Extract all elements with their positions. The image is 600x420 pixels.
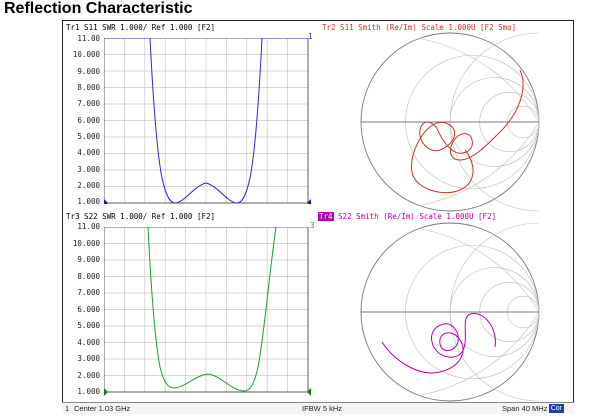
tr3-header[interactable]: Tr3 S22 SWR 1.000/ Ref 1.000 [F2] — [66, 212, 216, 221]
tr4-smith-grid — [360, 222, 540, 402]
status-bar: 1 Center 1.03 GHz IFBW 5 kHz Span 40 MHz… — [62, 402, 574, 414]
tr1-tick-9: 2.000 — [77, 181, 100, 190]
tr3-channel-marker: 3 — [310, 221, 315, 230]
tr3-tick-10: 1.000 — [77, 387, 100, 396]
tr3-tick-7: 4.000 — [77, 338, 100, 347]
page-title: Reflection Characteristic — [4, 0, 193, 17]
tr2-header[interactable]: Tr2 S11 Smith (Re/Im) Scale 1.000U [F2 S… — [322, 23, 517, 32]
tr3-tick-1: 10.000 — [72, 239, 100, 248]
tr1-tick-2: 9.000 — [77, 67, 100, 76]
status-cor-badge[interactable]: Cor — [548, 404, 564, 413]
tr3-gridlines — [104, 227, 308, 392]
tr1-channel-marker: 1 — [308, 32, 313, 41]
tr1-tick-8: 3.000 — [77, 165, 100, 174]
tr1-tick-7: 4.000 — [77, 148, 100, 157]
status-ifbw[interactable]: IFBW 5 kHz — [302, 404, 343, 413]
tr3-tick-6: 5.000 — [77, 321, 100, 330]
tr2-trace — [411, 69, 524, 194]
tr3-tick-2: 9.000 — [77, 255, 100, 264]
tr3-tick-3: 8.000 — [77, 272, 100, 281]
tr1-tick-1: 10.000 — [72, 50, 100, 59]
tr4-smith-chart[interactable] — [360, 222, 540, 402]
tr1-tick-10: 1.000 — [77, 197, 100, 206]
tr1-ref-marker-left[interactable] — [104, 199, 108, 204]
tr1-tick-5: 6.000 — [77, 116, 100, 125]
tr1-header[interactable]: Tr1 S11 SWR 1.000/ Ref 1.000 [F2] — [66, 23, 216, 32]
tr3-tick-0: 11.00 — [77, 222, 100, 231]
tr4-header[interactable]: Tr4 S22 Smith (Re/Im) Scale 1.000U [F2] — [318, 212, 496, 221]
status-channel: 1 — [65, 404, 70, 413]
tr4-header-label: S22 Smith (Re/Im) Scale 1.000U [F2] — [333, 212, 497, 221]
tr3-ref-marker-right[interactable] — [307, 388, 311, 396]
status-center[interactable]: Center 1.03 GHz — [74, 404, 131, 413]
tr3-tick-9: 2.000 — [77, 371, 100, 380]
tr1-gridlines — [104, 38, 308, 203]
tr2-smith-grid — [360, 32, 540, 212]
tr1-ref-marker-right[interactable] — [307, 199, 311, 204]
tr3-swr-plot[interactable] — [104, 227, 312, 397]
tr1-tick-0: 11.00 — [77, 34, 100, 43]
tr4-active-badge[interactable]: Tr4 — [318, 212, 334, 221]
tr3-tick-5: 6.000 — [77, 305, 100, 314]
tr3-tick-8: 3.000 — [77, 354, 100, 363]
tr3-tick-4: 7.000 — [77, 288, 100, 297]
tr1-tick-3: 8.000 — [77, 83, 100, 92]
tr1-swr-plot[interactable] — [104, 38, 312, 204]
tr1-tick-4: 7.000 — [77, 99, 100, 108]
tr3-trace — [104, 227, 308, 392]
tr1-trace — [104, 38, 308, 204]
tr3-ref-marker-left[interactable] — [104, 388, 108, 396]
tr1-tick-6: 5.000 — [77, 132, 100, 141]
tr2-smith-chart[interactable] — [360, 32, 540, 212]
tr4-trace — [381, 313, 496, 374]
status-span[interactable]: Span 40 MHz — [502, 404, 548, 413]
